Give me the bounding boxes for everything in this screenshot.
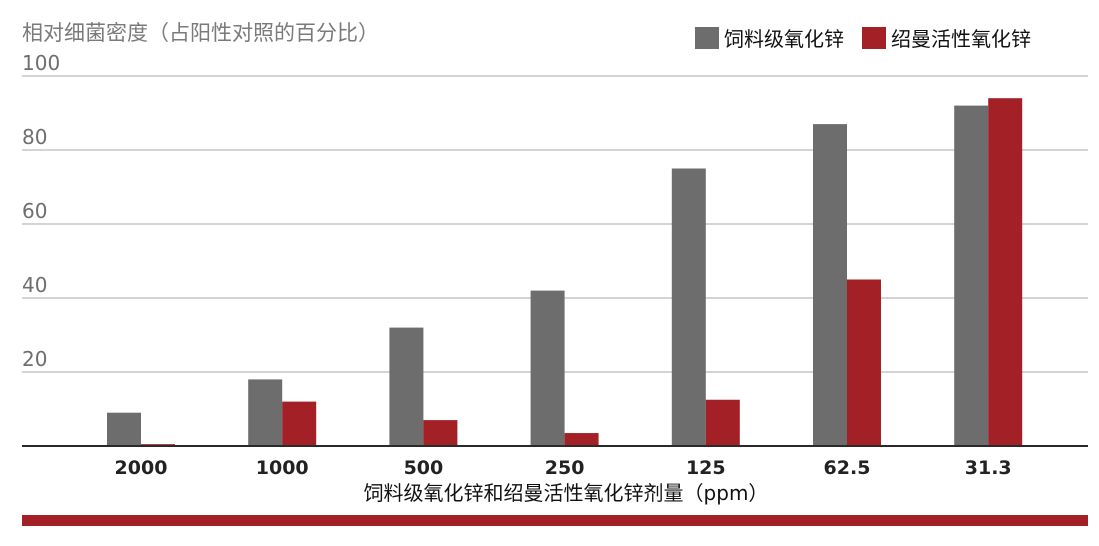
bars — [107, 98, 1023, 446]
x-tick-label: 62.5 — [824, 457, 871, 479]
bar-active-zinc-31.3 — [988, 98, 1023, 446]
x-axis-title: 饲料级氧化锌和绍曼活性氧化锌剂量（ppm） — [364, 481, 769, 505]
legend-swatch-feed-grade — [695, 27, 719, 49]
bar-active-zinc-250 — [564, 433, 599, 446]
bar-feed-grade-250 — [530, 290, 565, 446]
x-tick-label: 1000 — [256, 457, 309, 479]
bar-active-zinc-500 — [423, 420, 458, 446]
y-tick-label: 80 — [22, 125, 47, 149]
bar-active-zinc-1000 — [282, 401, 317, 446]
x-tick-label: 250 — [545, 457, 585, 479]
bar-feed-grade-62.5 — [813, 124, 847, 446]
bar-active-zinc-62.5 — [847, 279, 881, 446]
bar-active-zinc-125 — [705, 399, 740, 446]
x-tick-label: 31.3 — [965, 457, 1012, 479]
gridlines — [22, 75, 1088, 373]
bar-feed-grade-1000 — [248, 379, 283, 446]
y-axis-ticks: 20 40 60 80 100 — [22, 51, 60, 371]
y-tick-label: 40 — [22, 273, 47, 297]
bar-feed-grade-2000 — [107, 412, 141, 446]
bar-feed-grade-500 — [389, 327, 424, 446]
legend: 饲料级氧化锌 绍曼活性氧化锌 — [695, 27, 1031, 51]
footer-bar — [22, 515, 1088, 526]
x-axis-ticks: 2000 1000 500 250 125 62.5 31.3 — [115, 457, 1012, 479]
x-tick-label: 125 — [686, 457, 726, 479]
x-tick-label: 500 — [404, 457, 444, 479]
bar-feed-grade-31.3 — [954, 105, 989, 446]
bar-feed-grade-125 — [671, 168, 706, 446]
y-tick-label: 20 — [22, 347, 47, 371]
y-tick-label: 60 — [22, 199, 47, 223]
legend-swatch-active-zinc — [862, 27, 886, 49]
x-tick-label: 2000 — [115, 457, 168, 479]
legend-label-active-zinc: 绍曼活性氧化锌 — [891, 27, 1031, 51]
legend-label-feed-grade: 饲料级氧化锌 — [724, 27, 844, 51]
y-axis-title: 相对细菌密度（占阳性对照的百分比） — [22, 21, 379, 45]
y-tick-label: 100 — [22, 51, 60, 75]
